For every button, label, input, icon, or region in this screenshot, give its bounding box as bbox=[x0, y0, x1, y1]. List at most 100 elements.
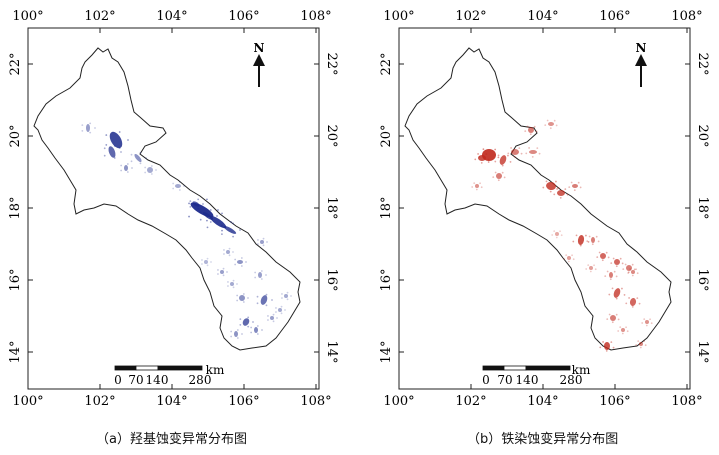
anomaly-patch bbox=[258, 272, 262, 278]
anomaly-speck bbox=[290, 295, 292, 297]
anomaly-speck bbox=[223, 249, 225, 251]
anomaly-speck bbox=[579, 244, 582, 247]
anomaly-speck bbox=[560, 234, 563, 237]
anomaly-speck bbox=[627, 271, 630, 274]
anomaly-speck bbox=[272, 313, 275, 316]
anomaly-speck bbox=[105, 144, 108, 146]
caption-b: （b）铁染蚀变异常分布图 bbox=[467, 432, 619, 447]
anomaly-speck bbox=[201, 263, 203, 265]
anomaly-speck bbox=[139, 151, 142, 154]
x-tick-bottom-4: 108° bbox=[671, 394, 702, 409]
anomaly-speck bbox=[595, 235, 598, 238]
anomaly-speck bbox=[473, 182, 476, 184]
anomaly-speck bbox=[611, 321, 614, 324]
anomaly-speck bbox=[189, 200, 192, 203]
anomaly-speck bbox=[589, 270, 592, 273]
anomaly-speck bbox=[641, 322, 644, 324]
x-tick-bottom-3: 106° bbox=[599, 394, 630, 409]
anomaly-speck bbox=[588, 235, 591, 238]
anomaly-patch bbox=[557, 190, 565, 196]
anomaly-speck bbox=[557, 187, 560, 189]
x-tick-bottom-3: 106° bbox=[228, 394, 259, 409]
anomaly-speck bbox=[625, 326, 627, 329]
anomaly-speck bbox=[240, 265, 243, 267]
anomaly-speck bbox=[236, 337, 239, 339]
anomaly-speck bbox=[188, 202, 190, 205]
anomaly-patch bbox=[589, 266, 593, 270]
anomaly-speck bbox=[281, 297, 283, 299]
anomaly-speck bbox=[546, 119, 549, 122]
anomaly-speck bbox=[501, 164, 504, 167]
anomaly-speck bbox=[610, 341, 613, 344]
north-arrow: N bbox=[253, 41, 265, 87]
anomaly-speck bbox=[222, 267, 225, 270]
anomaly-speck bbox=[280, 312, 283, 315]
anomaly-speck bbox=[103, 147, 106, 150]
x-tick-top-2: 104° bbox=[527, 9, 558, 24]
anomaly-speck bbox=[236, 299, 239, 302]
anomaly-speck bbox=[275, 307, 277, 309]
anomaly-speck bbox=[232, 222, 234, 225]
anomaly-speck bbox=[497, 156, 500, 159]
anomaly-speck bbox=[206, 198, 208, 201]
anomaly-speck bbox=[230, 221, 232, 223]
anomaly-speck bbox=[266, 241, 268, 243]
anomaly-patch bbox=[567, 256, 571, 260]
anomaly-speck bbox=[585, 234, 587, 237]
map-panel-b: N 100° 102° 104° 106° 108° 100° 102° 104… bbox=[379, 9, 710, 409]
anomaly-patch bbox=[529, 150, 537, 154]
anomaly-speck bbox=[150, 173, 153, 175]
anomaly-speck bbox=[497, 154, 500, 157]
anomaly-speck bbox=[172, 187, 175, 190]
anomaly-speck bbox=[571, 254, 573, 257]
anomaly-speck bbox=[130, 160, 133, 163]
x-tick-bottom-0: 100° bbox=[12, 394, 43, 409]
anomaly-speck bbox=[518, 147, 521, 150]
anomaly-speck bbox=[601, 259, 604, 262]
anomaly-patch bbox=[220, 270, 224, 274]
scale-tick-3: 280 bbox=[189, 373, 212, 387]
anomaly-speck bbox=[471, 186, 474, 188]
anomaly-speck bbox=[206, 264, 209, 267]
anomaly-patch bbox=[610, 315, 616, 321]
map-panel-a: N 100° 102° 104° 106° 108° 100° 102° 104… bbox=[8, 9, 339, 409]
anomaly-speck bbox=[250, 326, 253, 329]
anomaly-patch bbox=[499, 155, 507, 165]
anomaly-patch bbox=[175, 184, 181, 188]
anomaly-patch bbox=[108, 146, 116, 158]
anomaly-speck bbox=[271, 299, 273, 301]
anomaly-speck bbox=[475, 188, 478, 191]
anomaly-patch bbox=[546, 181, 556, 191]
anomaly-patch bbox=[572, 184, 578, 188]
anomaly-speck bbox=[492, 176, 495, 179]
anomaly-speck bbox=[585, 268, 588, 270]
anomaly-speck bbox=[252, 321, 254, 323]
y-tick-right-0: 14° bbox=[695, 340, 710, 363]
scale-tick-3: 280 bbox=[560, 373, 583, 387]
anomaly-speck bbox=[216, 215, 218, 217]
anomaly-speck bbox=[239, 318, 242, 321]
anomaly-patches bbox=[81, 122, 292, 339]
anomaly-speck bbox=[559, 230, 561, 233]
x-tick-top-1: 102° bbox=[84, 9, 115, 24]
anomaly-speck bbox=[549, 127, 552, 130]
y-tick-right-4: 22° bbox=[695, 52, 710, 75]
anomaly-patch bbox=[475, 184, 479, 188]
y-tick-left-3: 20° bbox=[8, 124, 23, 147]
anomaly-speck bbox=[615, 313, 618, 316]
anomaly-speck bbox=[606, 318, 609, 321]
anomaly-speck bbox=[230, 335, 233, 338]
anomaly-speck bbox=[544, 124, 547, 127]
anomaly-speck bbox=[199, 218, 202, 221]
anomaly-speck bbox=[643, 340, 645, 343]
x-tick-top-4: 108° bbox=[300, 9, 331, 24]
anomaly-patch bbox=[511, 149, 519, 155]
anomaly-speck bbox=[572, 240, 575, 243]
anomaly-speck bbox=[524, 130, 527, 133]
anomaly-patch bbox=[600, 253, 606, 259]
anomaly-speck bbox=[635, 344, 638, 346]
anomaly-speck bbox=[221, 224, 223, 227]
anomaly-speck bbox=[232, 286, 235, 289]
y-tick-left-0: 14° bbox=[379, 340, 394, 363]
anomaly-speck bbox=[635, 268, 637, 271]
